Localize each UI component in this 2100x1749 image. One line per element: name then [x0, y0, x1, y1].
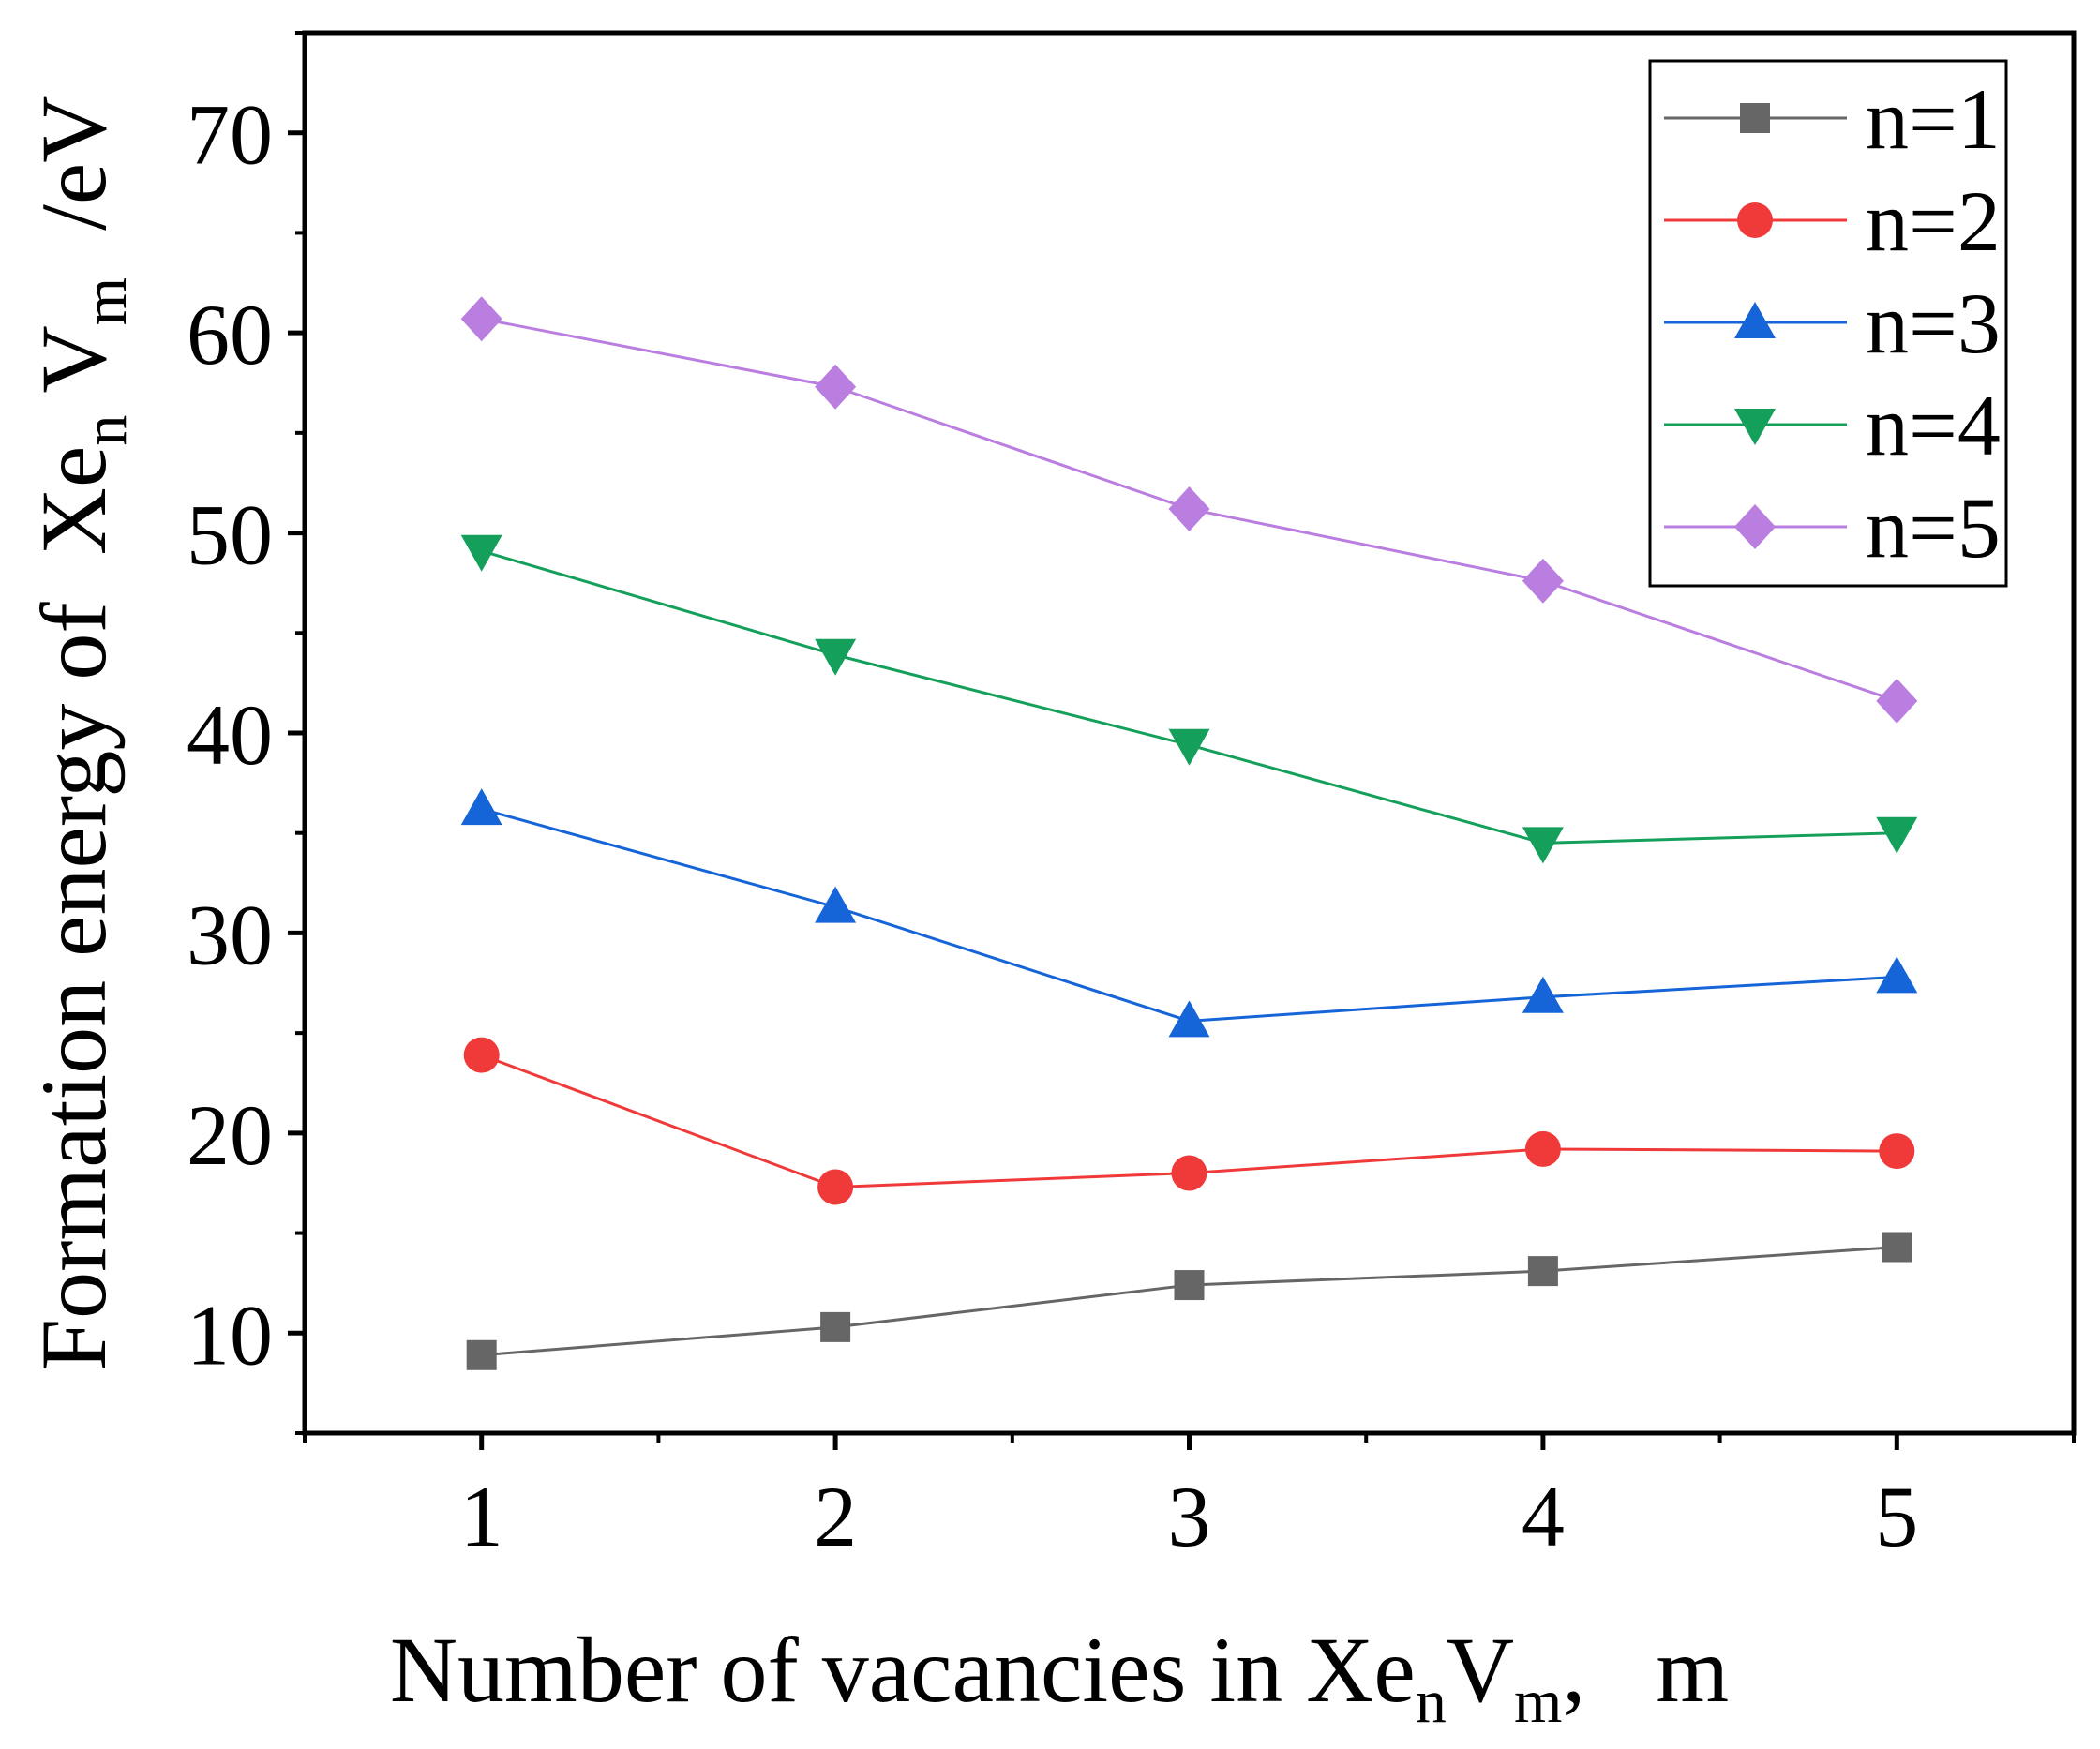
y-title-sub-n: n [71, 415, 140, 446]
x-tick-label: 3 [1168, 1469, 1211, 1564]
data-point-circle [1524, 1130, 1561, 1167]
data-point-triangle-down [460, 534, 502, 572]
x-title-prefix: Number of vacancies in Xe [390, 1618, 1416, 1722]
y-tick-label: 40 [187, 687, 273, 783]
y-title-sub-m: m [71, 277, 140, 325]
x-title-suffix: , m [1562, 1618, 1729, 1722]
x-title-mid: V [1447, 1618, 1514, 1722]
data-point-triangle-up [815, 886, 857, 923]
x-title-sub-n: n [1416, 1667, 1447, 1736]
series-layer [460, 296, 1918, 1370]
y-tick-label: 30 [187, 887, 273, 982]
data-point-square [1174, 1270, 1205, 1301]
data-point-square [820, 1311, 851, 1342]
x-tick-label: 4 [1522, 1469, 1565, 1564]
series-n=1 [466, 1232, 1912, 1370]
legend-label: n=4 [1866, 378, 2001, 473]
series-n=4 [460, 534, 1918, 864]
x-title-sub-m: m [1514, 1667, 1562, 1736]
series-line [481, 1246, 1898, 1357]
data-point-circle [1171, 1155, 1208, 1191]
series-n=2 [463, 1037, 1915, 1205]
data-point-square [1882, 1232, 1912, 1263]
legend-item: n=5 [1664, 480, 2001, 576]
data-point-square [1527, 1256, 1558, 1287]
data-point-triangle-down [1876, 816, 1918, 854]
legend: n=1n=2n=3n=4n=5 [1648, 59, 2008, 588]
x-tick-label: 5 [1875, 1469, 1918, 1564]
legend-item: n=3 [1664, 276, 2001, 371]
data-point-circle [463, 1037, 500, 1073]
legend-marker-circle [1737, 202, 1773, 238]
legend-label: n=3 [1866, 276, 2001, 371]
legend-item: n=2 [1664, 173, 2001, 269]
legend-label: n=2 [1866, 173, 2001, 269]
y-tick-label: 50 [187, 487, 273, 583]
data-point-diamond [1168, 486, 1210, 531]
legend-label: n=5 [1866, 480, 2001, 576]
x-tick-label: 2 [814, 1469, 857, 1564]
legend-marker-triangle-down [1734, 409, 1776, 445]
y-axis-title: Formation energy of Xen Vm /eV [22, 96, 140, 1371]
series-n=3 [460, 788, 1918, 1038]
data-point-triangle-up [1168, 1000, 1210, 1038]
data-point-triangle-down [1168, 728, 1210, 766]
data-point-triangle-down [1522, 827, 1564, 864]
x-axis-title: Number of vacancies in XenVm, m [390, 1618, 1729, 1736]
data-point-diamond [460, 296, 502, 342]
data-point-diamond [1876, 678, 1918, 724]
y-tick-label: 60 [187, 287, 273, 382]
data-point-triangle-up [460, 788, 502, 826]
axis-ticks: 10 20 30 40 50 60 70 1 2 3 4 5 [187, 31, 2076, 1564]
legend-marker-diamond [1734, 504, 1776, 549]
data-point-diamond [815, 364, 857, 410]
y-title-suffix: /eV [22, 96, 126, 277]
data-point-circle [818, 1169, 854, 1205]
legend-label: n=1 [1866, 71, 2001, 167]
legend-item: n=1 [1664, 71, 2001, 167]
data-point-triangle-down [815, 638, 857, 676]
series-line [481, 807, 1898, 1023]
series-n=5 [460, 296, 1918, 724]
data-point-circle [1879, 1133, 1915, 1170]
data-point-square [466, 1339, 497, 1370]
legend-marker-square [1740, 103, 1770, 133]
legend-marker-triangle-up [1734, 302, 1776, 338]
data-point-triangle-up [1522, 976, 1564, 1013]
y-title-mid: V [22, 325, 126, 414]
data-point-triangle-up [1876, 956, 1918, 994]
x-tick-label: 1 [460, 1469, 503, 1564]
legend-item: n=4 [1664, 378, 2001, 473]
data-point-diamond [1522, 558, 1564, 604]
y-tick-label: 10 [187, 1287, 273, 1383]
series-line [481, 549, 1898, 845]
y-tick-label: 20 [187, 1087, 273, 1183]
y-tick-label: 70 [187, 87, 273, 183]
y-title-prefix: Formation energy of Xe [22, 446, 126, 1371]
